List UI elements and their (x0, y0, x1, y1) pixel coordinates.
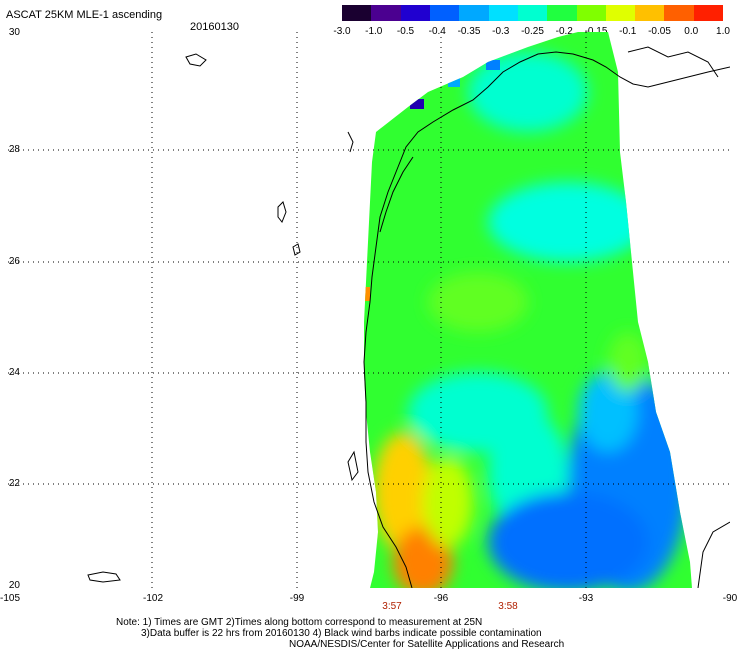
colorbar-swatch (400, 5, 430, 21)
lat-label: 30 (8, 27, 20, 38)
colorbar-label: 0.0 (684, 26, 699, 37)
lat-label: 22 (8, 478, 20, 489)
lat-label: 28 (8, 144, 20, 155)
colorbar-swatch (488, 5, 518, 21)
lon-label: -93 (578, 593, 594, 604)
colorbar-label: -0.2 (555, 26, 573, 37)
colorbar-label: -3.0 (333, 26, 351, 37)
note-line-2: 3)Data buffer is 22 hrs from 20160130 4)… (141, 628, 542, 639)
colorbar-swatch (342, 5, 372, 21)
colorbar-label: -0.15 (584, 26, 608, 37)
colorbar-swatch (635, 5, 665, 21)
note-line-1: Note: 1) Times are GMT 2)Times along bot… (116, 617, 483, 628)
colorbar-swatch (605, 5, 636, 21)
colorbar-label: -0.25 (521, 26, 544, 37)
colorbar-label: -0.35 (457, 26, 481, 37)
colorbar-swatch (517, 5, 548, 21)
colorbar-swatch (371, 5, 401, 21)
map-date: 20160130 (190, 21, 239, 33)
colorbar-label: -0.1 (619, 26, 637, 37)
note-line-3: NOAA/NESDIS/Center for Satellite Applica… (289, 639, 565, 650)
colorbar-swatch (429, 5, 460, 21)
colorbar-label: -0.4 (428, 26, 446, 37)
lat-label: 20 (8, 580, 20, 591)
colorbar-labels: -3.0 -1.0 -0.5 -0.4 -0.35 -0.3 -0.25 -0.2 -0.15-… (330, 26, 730, 38)
lon-label: -90 (722, 593, 738, 604)
colorbar-swatch (547, 5, 577, 21)
map-plot (8, 32, 730, 588)
lon-label: -102 (142, 593, 164, 604)
lon-label: -105 (0, 593, 21, 604)
colorbar (342, 5, 724, 21)
colorbar-label: -0.3 (492, 26, 510, 37)
colorbar-swatch (693, 5, 724, 21)
map-title: ASCAT 25KM MLE-1 ascending (6, 9, 163, 21)
colorbar-swatch (459, 5, 489, 21)
colorbar-label: 1.0 (716, 26, 730, 37)
colorbar-swatch (576, 5, 606, 21)
time-label: 3:58 (498, 601, 518, 612)
colorbar-label: -0.05 (648, 26, 671, 37)
colorbar-label: -0.5 (396, 26, 415, 37)
lon-label: -99 (289, 593, 305, 604)
colorbar-swatch (664, 5, 694, 21)
lat-label: 24 (8, 367, 20, 378)
lat-label: 26 (8, 256, 20, 267)
grid (8, 32, 730, 588)
lon-label: -96 (433, 593, 449, 604)
colorbar-label: -1.0 (365, 26, 383, 37)
time-label: 3:57 (382, 601, 402, 612)
coastline (87, 46, 730, 588)
wind-swath (364, 32, 692, 588)
